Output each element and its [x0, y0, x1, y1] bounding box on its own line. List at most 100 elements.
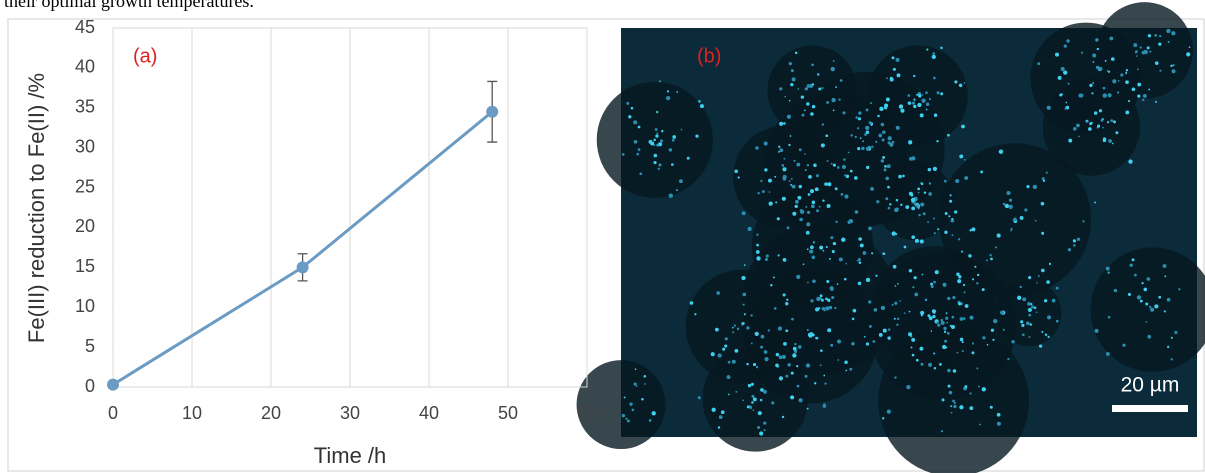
- cell: [950, 405, 953, 408]
- cell: [825, 134, 829, 138]
- cell: [653, 138, 656, 142]
- cell: [865, 130, 870, 135]
- y-tick-label: 20: [75, 216, 95, 236]
- cell: [1034, 219, 1037, 222]
- cell: [810, 299, 814, 303]
- cell: [666, 96, 671, 101]
- cell: [794, 204, 798, 209]
- cell: [1066, 39, 1070, 43]
- cell: [954, 80, 958, 84]
- cell: [839, 79, 843, 82]
- cell: [800, 95, 804, 99]
- cell: [844, 360, 848, 365]
- cell: [1125, 68, 1129, 72]
- cell: [752, 397, 757, 402]
- cell-cluster: [1090, 247, 1205, 372]
- cell: [817, 73, 820, 76]
- cell: [763, 389, 767, 394]
- cell: [1092, 53, 1097, 58]
- cell: [1002, 328, 1005, 331]
- cell: [815, 336, 819, 340]
- cell: [788, 99, 791, 102]
- cell: [791, 77, 796, 82]
- cell: [868, 121, 872, 125]
- cell: [1142, 98, 1145, 102]
- cell: [653, 144, 656, 147]
- cell: [680, 128, 683, 131]
- cell: [862, 251, 867, 255]
- cell: [863, 335, 866, 338]
- cell: [1054, 52, 1060, 57]
- cell: [996, 233, 1001, 238]
- cell: [819, 297, 822, 300]
- cell: [1024, 208, 1028, 212]
- cell: [1061, 93, 1063, 96]
- cell: [953, 404, 957, 409]
- cell: [1147, 34, 1152, 38]
- cell: [911, 338, 916, 342]
- cell: [1107, 271, 1111, 274]
- cell: [865, 108, 869, 112]
- y-tick-label: 35: [75, 97, 95, 117]
- cell: [1057, 75, 1062, 80]
- cell: [1094, 201, 1097, 204]
- cell: [732, 326, 734, 329]
- cell: [755, 250, 760, 254]
- cell: [781, 415, 785, 419]
- cell: [1047, 315, 1052, 320]
- cell: [765, 254, 769, 258]
- cell: [961, 124, 965, 129]
- cell: [942, 282, 947, 287]
- cell: [895, 207, 899, 212]
- cell: [783, 342, 787, 346]
- cell: [976, 273, 980, 277]
- cell: [858, 261, 862, 264]
- cell: [811, 83, 815, 86]
- cell: [986, 343, 989, 346]
- cell: [871, 145, 874, 148]
- cell: [731, 359, 736, 364]
- cell: [788, 62, 792, 66]
- cell: [741, 211, 746, 216]
- cell: [790, 82, 794, 87]
- cell: [886, 409, 891, 414]
- cell: [1076, 237, 1081, 241]
- cell: [689, 301, 694, 305]
- cell: [787, 363, 791, 367]
- cell: [811, 63, 814, 67]
- cell: [1040, 268, 1045, 273]
- cell: [900, 203, 903, 207]
- cell: [1019, 216, 1024, 220]
- cell: [957, 279, 962, 284]
- cell: [885, 197, 889, 201]
- cell: [940, 92, 944, 96]
- cell: [862, 140, 865, 143]
- cell: [807, 329, 809, 331]
- cell: [1136, 295, 1142, 300]
- cell: [847, 151, 850, 154]
- cell: [943, 326, 947, 331]
- cell: [1146, 277, 1151, 281]
- cell: [952, 369, 957, 373]
- cell: [1032, 184, 1038, 190]
- cell: [1094, 328, 1099, 333]
- cell: [790, 183, 793, 186]
- cell: [913, 104, 917, 109]
- cell: [930, 282, 934, 286]
- cell: [849, 169, 853, 173]
- cell: [917, 102, 922, 108]
- cell: [964, 385, 968, 388]
- panel-b-label: (b): [697, 45, 721, 67]
- cell: [807, 193, 811, 196]
- cell: [732, 331, 735, 334]
- cell: [958, 302, 962, 306]
- cell: [798, 398, 803, 403]
- cell: [826, 280, 830, 284]
- cell: [913, 98, 916, 101]
- cell: [1115, 131, 1119, 135]
- cell: [1170, 336, 1173, 339]
- cell: [853, 176, 858, 180]
- cell: [923, 191, 927, 195]
- cell: [743, 264, 746, 267]
- cell: [946, 321, 949, 324]
